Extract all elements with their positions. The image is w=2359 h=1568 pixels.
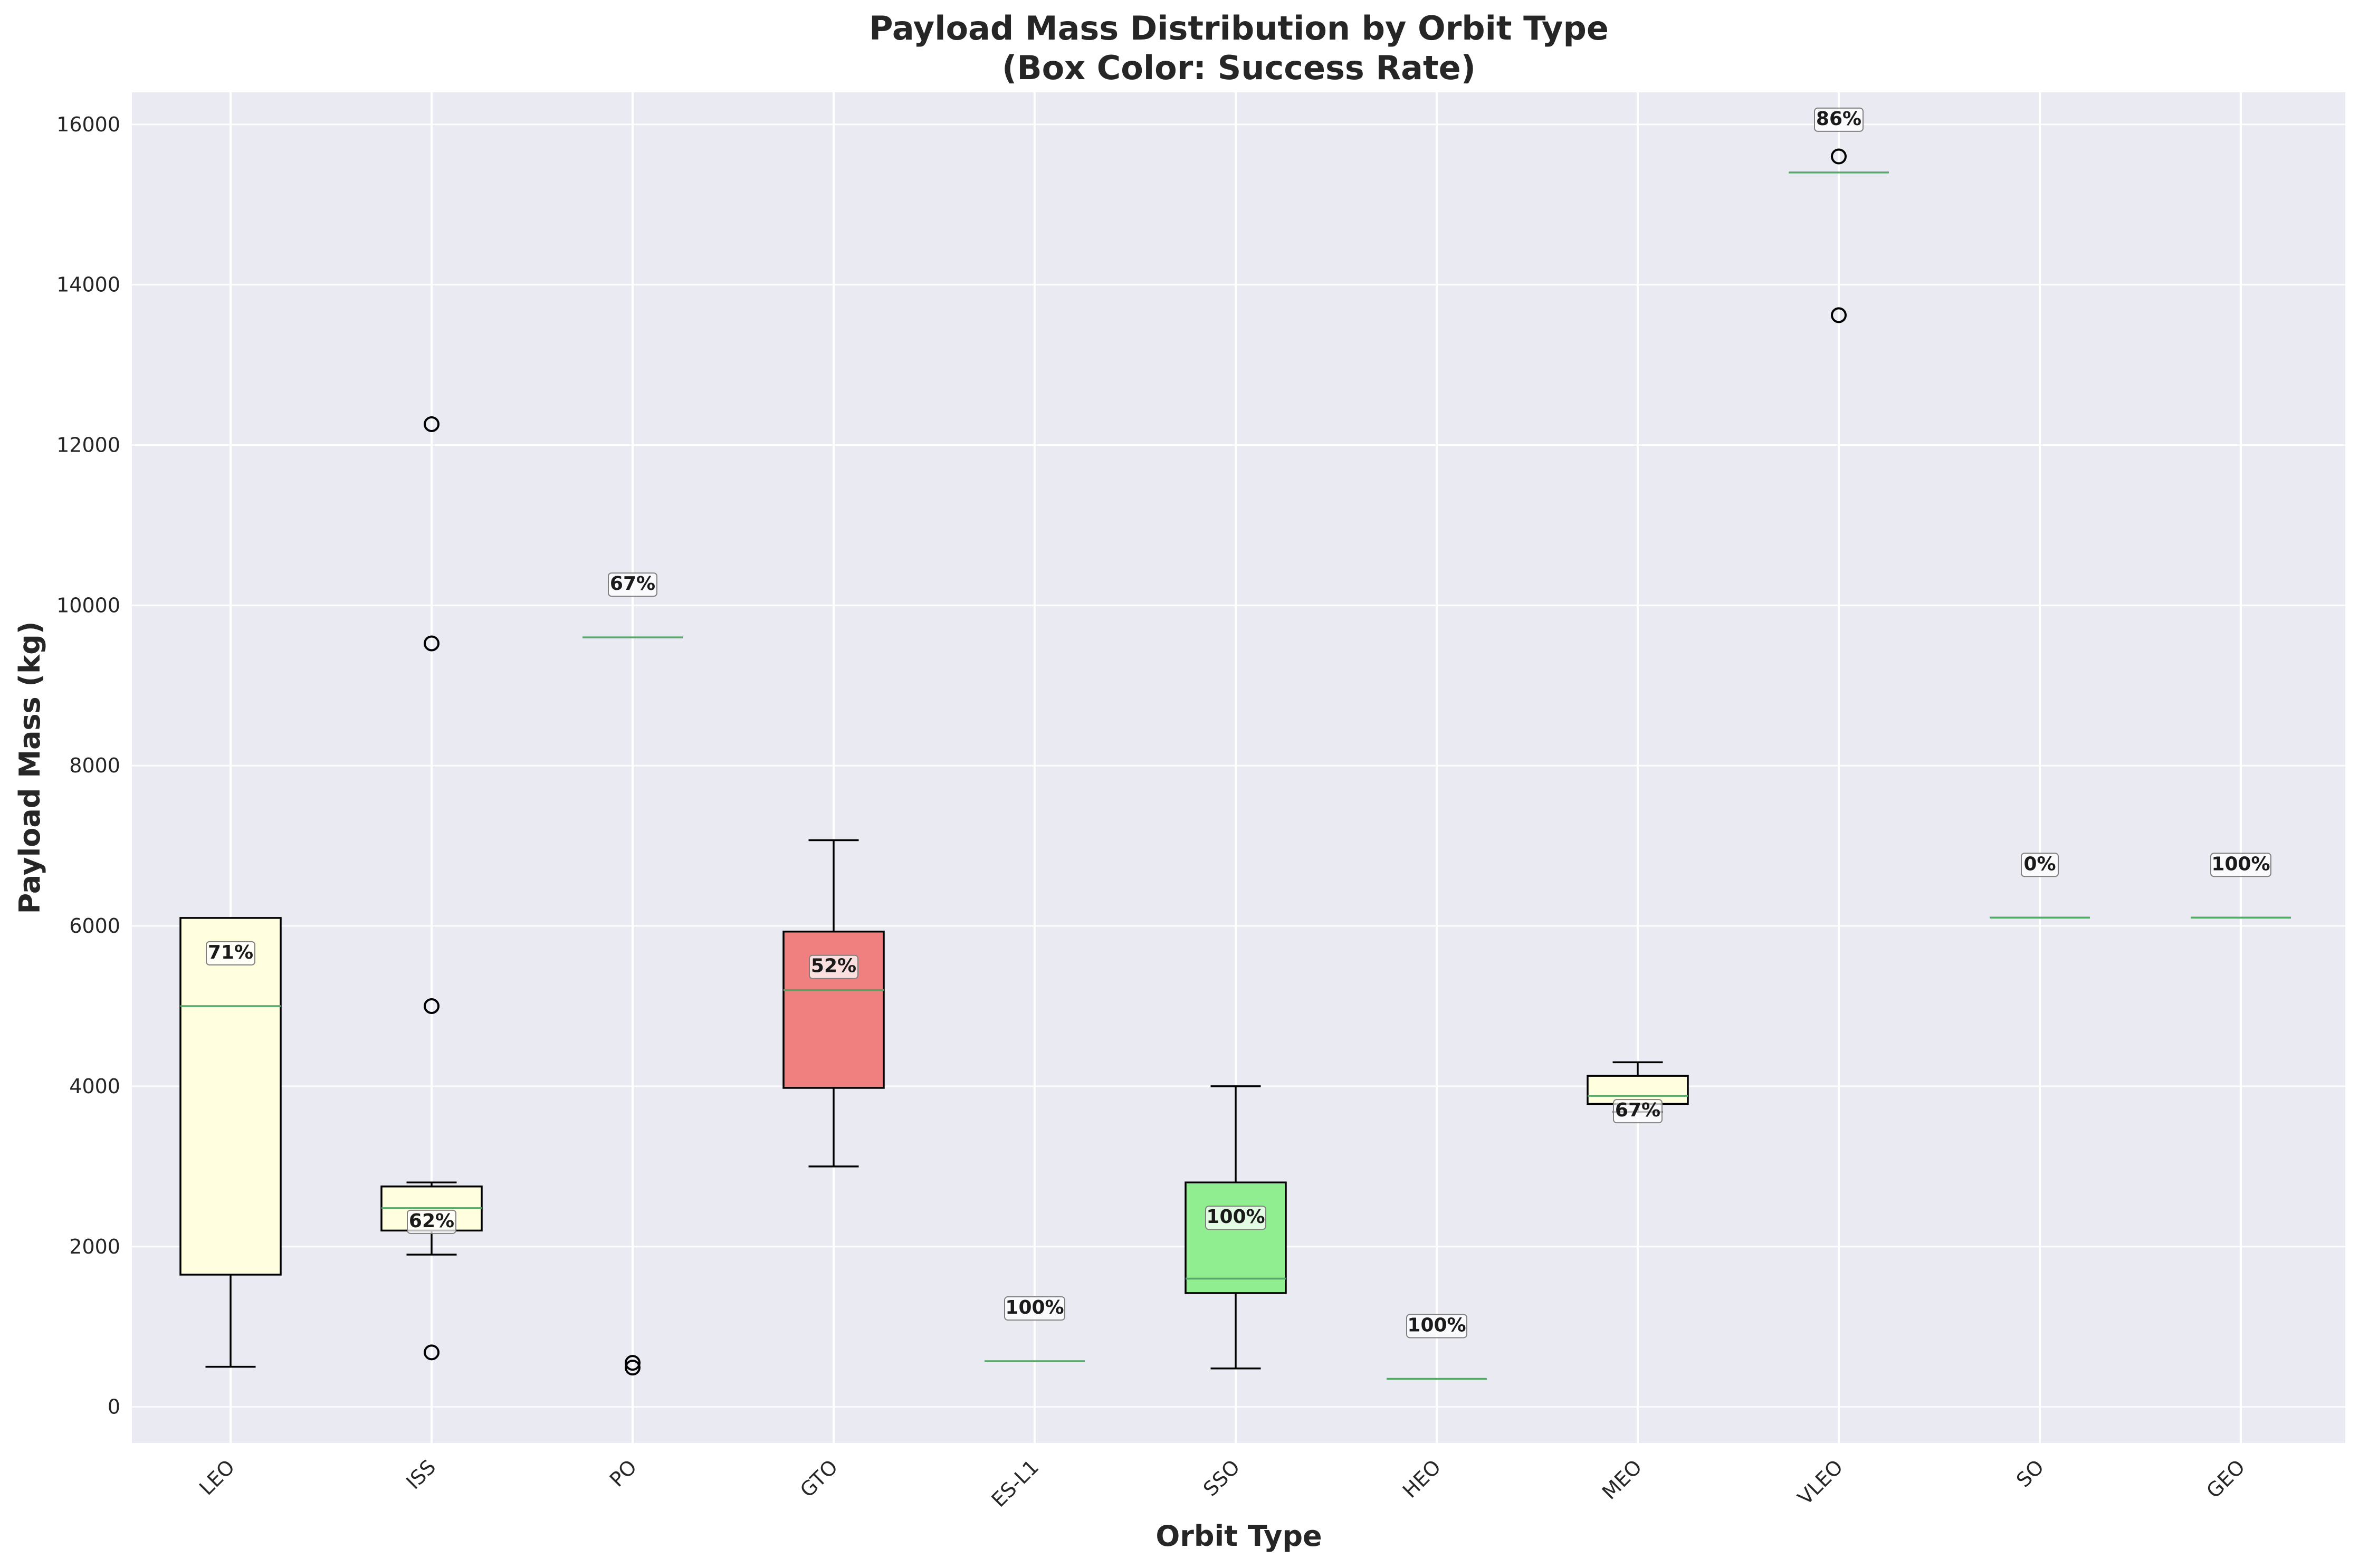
y-tick-label: 16000 [56, 113, 120, 136]
box-leo: 71% [179, 917, 282, 1368]
box-meo: 67% [1587, 1061, 1689, 1124]
y-tick-label: 8000 [69, 754, 120, 777]
success-rate-badge [1613, 1099, 1663, 1124]
box-heo: 100% [1387, 1314, 1487, 1380]
y-tick-label: 14000 [56, 273, 120, 297]
box-geo: 100% [2191, 853, 2291, 919]
success-rate-badge [206, 941, 255, 965]
x-axis-label: Orbit Type [1155, 1519, 1322, 1553]
success-rate-label: 100% [1407, 1314, 1466, 1336]
chart-title-line2: (Box Color: Success Rate) [1002, 49, 1476, 87]
success-rate-badge [407, 1209, 456, 1234]
box-sso: 100% [1185, 1085, 1287, 1370]
y-tick-label: 2000 [69, 1235, 120, 1258]
box-es-l1: 100% [985, 1296, 1085, 1362]
success-rate-badge [1004, 1296, 1065, 1321]
success-rate-badge [2210, 853, 2271, 877]
box-iss: 62% [380, 416, 483, 1361]
success-rate-label: 67% [610, 573, 655, 595]
y-axis-ticks: 0 2000 4000 6000 8000 10000 12000 14000 16000 [56, 113, 120, 1419]
y-axis-label: Payload Mass (kg) [13, 622, 46, 914]
success-rate-label: 86% [1816, 108, 1861, 130]
success-rate-label: 71% [208, 942, 253, 963]
success-rate-label: 67% [1615, 1099, 1660, 1121]
boxes: 71% 62% 67% 52% 100% 100% 100% 67% 86% 0% 100% [179, 107, 2291, 1380]
outlier-point [424, 1344, 440, 1361]
y-tick-label: 6000 [69, 914, 120, 938]
success-rate-badge [1814, 107, 1864, 132]
success-rate-badge [1406, 1314, 1467, 1338]
grid [132, 92, 2345, 1443]
box-so: 0% [1990, 853, 2090, 919]
success-rate-label: 0% [2023, 853, 2056, 875]
outlier-point [625, 1355, 641, 1371]
y-tick-label: 10000 [56, 594, 120, 617]
success-rate-label: 62% [409, 1210, 454, 1232]
success-rate-badge [809, 954, 858, 979]
chart-title-line1: Payload Mass Distribution by Orbit Type [869, 9, 1609, 47]
box-vleo: 86% [1789, 107, 1889, 323]
success-rate-label: 100% [2211, 853, 2270, 875]
box-po: 67% [582, 572, 683, 1376]
success-rate-label: 100% [1206, 1206, 1265, 1228]
y-tick-label: 4000 [69, 1075, 120, 1098]
success-rate-badge [608, 572, 657, 597]
y-tick-label: 0 [108, 1395, 120, 1419]
outlier-point [424, 635, 440, 652]
success-rate-label: 52% [811, 955, 856, 977]
success-rate-badge [1205, 1206, 1266, 1230]
box-iqr [1185, 1181, 1287, 1294]
outlier-point [1831, 148, 1847, 165]
outlier-point [625, 1360, 641, 1376]
outlier-point [424, 416, 440, 432]
success-rate-badge [2021, 853, 2059, 877]
success-rate-label: 100% [1005, 1297, 1064, 1318]
outlier-point [424, 998, 440, 1014]
y-tick-label: 12000 [56, 433, 120, 456]
outlier-point [1831, 307, 1847, 323]
box-gto: 52% [782, 839, 885, 1168]
box-iqr [179, 917, 282, 1276]
